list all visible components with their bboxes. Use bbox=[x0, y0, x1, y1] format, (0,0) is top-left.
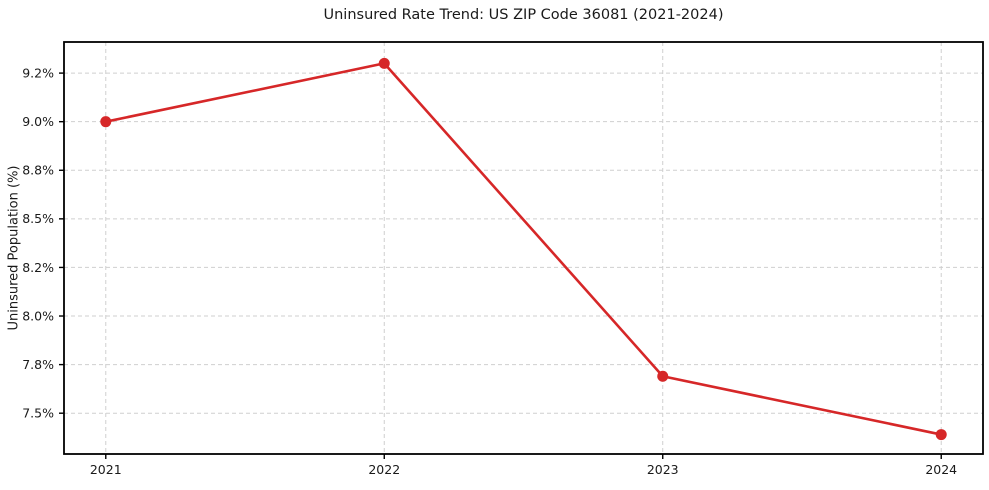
x-tick-label: 2024 bbox=[925, 462, 957, 477]
y-tick-label: 8.2% bbox=[22, 260, 54, 275]
data-point bbox=[935, 429, 947, 441]
axes-spine bbox=[63, 41, 984, 455]
data-point bbox=[378, 57, 390, 69]
y-tick-label: 7.8% bbox=[22, 357, 54, 372]
data-point bbox=[100, 116, 112, 128]
chart-title: Uninsured Rate Trend: US ZIP Code 36081 … bbox=[323, 7, 724, 23]
data-line bbox=[104, 62, 943, 436]
y-tick-label: 9.0% bbox=[22, 114, 54, 129]
y-tick-label: 9.2% bbox=[22, 65, 54, 80]
x-tick-label: 2021 bbox=[90, 462, 122, 477]
x-tick-label: 2022 bbox=[368, 462, 400, 477]
y-tick-label: 7.5% bbox=[22, 406, 54, 421]
y-tick-label: 8.0% bbox=[22, 308, 54, 323]
y-tick-label: 8.5% bbox=[22, 211, 54, 226]
y-tick-label: 8.8% bbox=[22, 163, 54, 178]
x-tick-label: 2023 bbox=[647, 462, 679, 477]
data-point bbox=[657, 370, 669, 382]
